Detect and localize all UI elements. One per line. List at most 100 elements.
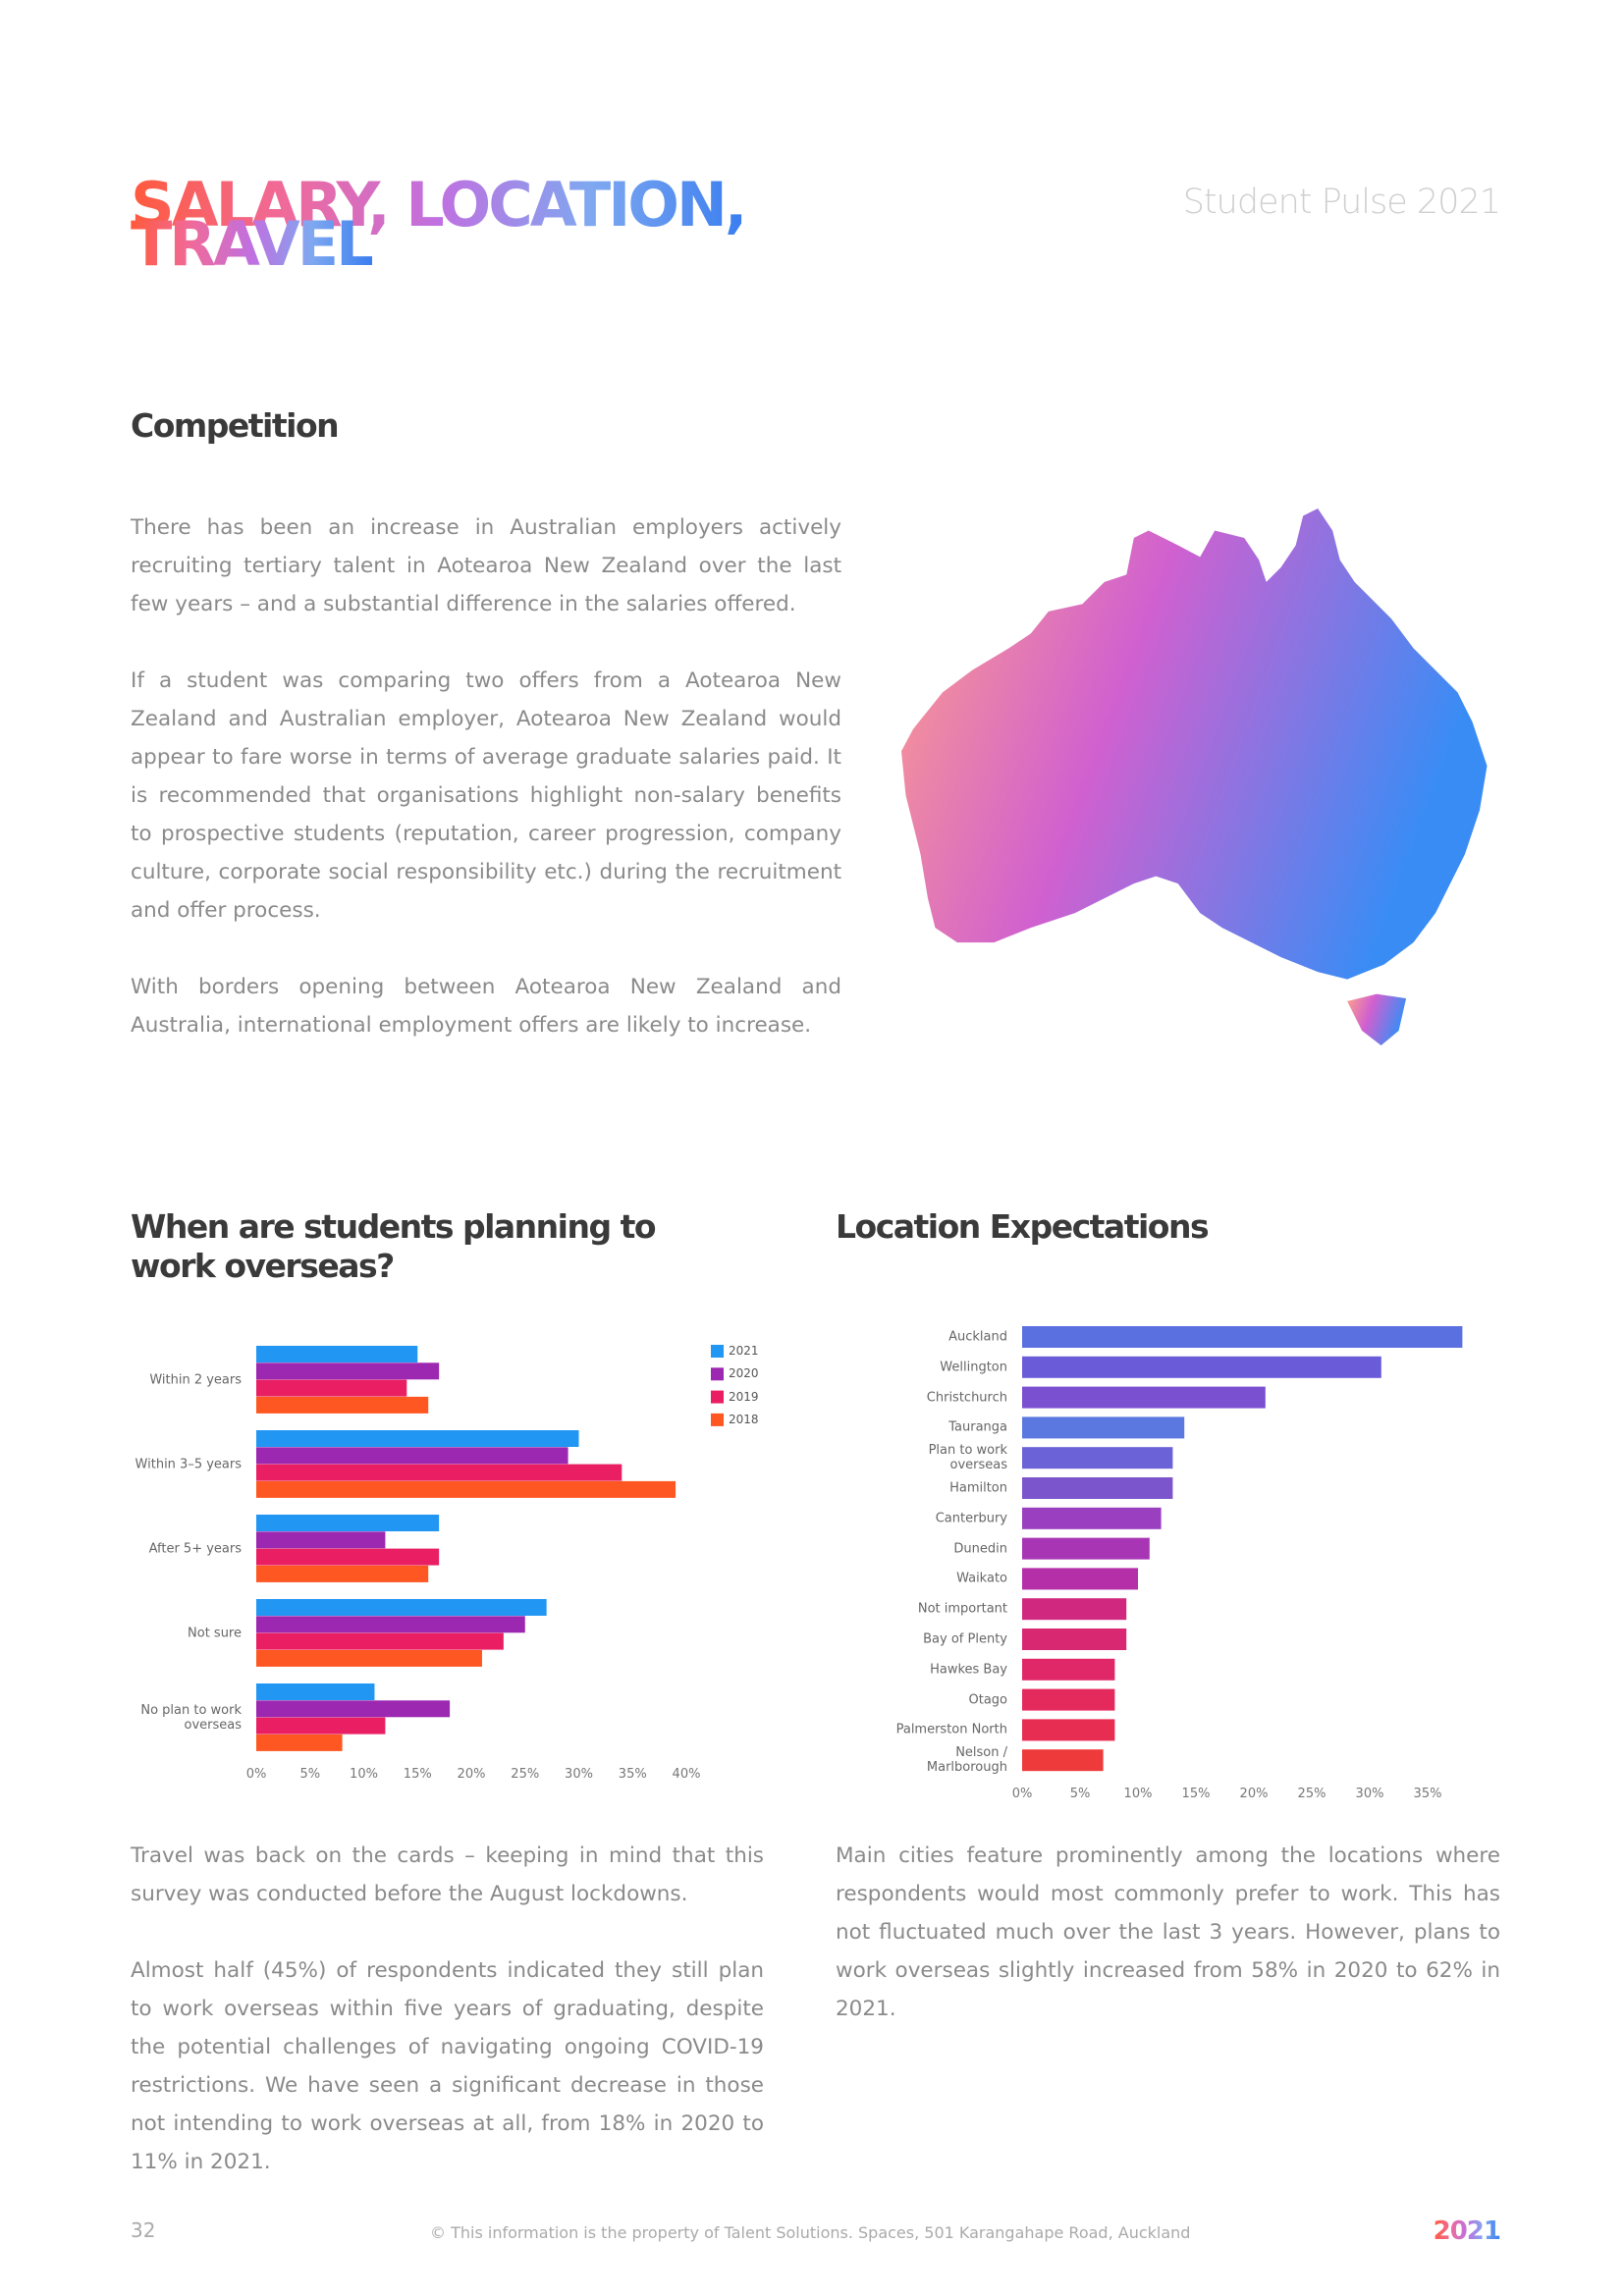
bar [1022,1749,1104,1772]
bar [1022,1507,1162,1529]
y-tick-label: Canterbury [935,1511,1007,1526]
y-tick-label: After 5+ years [148,1541,242,1557]
bar [256,1480,677,1498]
x-tick-label: 30% [565,1767,593,1782]
y-tick-label: Otago [968,1692,1007,1708]
bar [256,1734,343,1751]
map-image [900,507,1488,1046]
year-badge: 2021 [1433,2216,1501,2246]
x-tick-label: 0% [245,1767,267,1782]
x-tick-label: 10% [1123,1787,1153,1801]
y-tick-label: Nelson / Marlborough [926,1745,1007,1776]
y-tick-label: Tauranga [948,1419,1007,1435]
x-tick-label: 15% [403,1767,432,1782]
paragraph: If a student was comparing two offers fr… [131,668,841,923]
bar [1022,1719,1115,1741]
y-tick-label: Not sure [188,1626,242,1641]
y-tick-label: No plan to work overseas [140,1702,242,1733]
bar [1022,1447,1173,1469]
bar [256,1548,440,1566]
x-tick-label: 20% [1239,1787,1269,1801]
x-tick-label: 5% [1069,1787,1091,1801]
bar [1022,1326,1463,1348]
x-tick-label: 35% [1413,1787,1442,1801]
copyright: © This information is the property of Ta… [430,2223,1191,2242]
section-heading: Competition [131,406,340,445]
bar [1022,1416,1185,1439]
bar [1022,1568,1138,1590]
bar [256,1700,451,1718]
x-tick-label: 25% [511,1767,540,1782]
bar [256,1616,525,1633]
x-tick-label: 15% [1181,1787,1211,1801]
x-tick-label: 25% [1297,1787,1326,1801]
y-tick-label: Bay of Plenty [923,1631,1007,1647]
y-tick-label: Wellington [940,1360,1007,1375]
publication: Student Pulse 2021 [1182,183,1501,222]
bar [256,1430,579,1447]
bar [256,1683,375,1700]
text-block: Main cities feature prominently among th… [836,1837,1500,2066]
y-tick-label: Dunedin [953,1541,1007,1557]
y-tick-label: Within 3–5 years [135,1457,242,1472]
paragraph: With borders opening between Aotearoa Ne… [131,975,841,1038]
bar [256,1346,418,1362]
x-tick-label: 5% [299,1767,321,1782]
legend-swatch [711,1345,724,1358]
y-tick-label: Waikato [956,1571,1007,1586]
bar [1022,1658,1115,1681]
bar [256,1565,429,1582]
y-tick-label: Plan to work overseas [928,1443,1007,1473]
bar [1022,1477,1173,1499]
page-number: 32 [131,2218,156,2242]
bar [1022,1629,1127,1650]
legend-label: 2020 [729,1366,759,1381]
bar [256,1464,623,1481]
bar [1022,1356,1381,1378]
x-tick-label: 35% [618,1767,647,1782]
x-tick-label: 10% [350,1767,378,1782]
bar [256,1447,568,1465]
page-title: TRAVEL [131,208,375,280]
y-tick-label: Palmerston North [895,1722,1007,1737]
legend-swatch [711,1390,724,1404]
bar [256,1396,429,1414]
page-title: SALARY, LOCATION, [131,169,747,240]
y-tick-label: Christchurch [926,1390,1007,1406]
bar [256,1362,440,1380]
y-tick-label: Hawkes Bay [930,1662,1007,1678]
bar [256,1379,407,1397]
paragraph: Main cities feature prominently among th… [836,1843,1500,2021]
legend-swatch [711,1367,724,1381]
bar [256,1649,482,1667]
bar [256,1632,504,1650]
text-block: Travel was back on the cards – keeping i… [131,1837,764,2219]
y-tick-label: Auckland [948,1329,1007,1345]
legend-label: 2021 [729,1344,759,1358]
y-tick-label: Hamilton [949,1480,1007,1496]
bar [256,1531,386,1549]
bar [256,1515,440,1531]
chart-title: When are students planning to work overs… [131,1207,657,1285]
x-tick-label: 30% [1355,1787,1384,1801]
bar [256,1717,386,1735]
x-tick-label: 40% [672,1767,701,1782]
bar [1022,1537,1150,1560]
chart-title: Location Expectations [836,1207,1210,1246]
legend-label: 2018 [729,1412,759,1426]
legend-swatch [711,1413,724,1426]
legend-label: 2019 [729,1389,759,1404]
bar [1022,1688,1115,1711]
x-tick-label: 0% [1011,1787,1033,1801]
paragraph: There has been an increase in Australian… [131,515,841,616]
y-tick-label: Not important [917,1601,1007,1617]
bar [1022,1598,1127,1621]
paragraph: Travel was back on the cards – keeping i… [131,1843,764,1906]
paragraph: Almost half (45%) of respondents indicat… [131,1958,764,2174]
text-block: There has been an increase in Australian… [131,508,841,1083]
x-tick-label: 20% [457,1767,486,1782]
bar [1022,1386,1266,1409]
bar [256,1599,547,1616]
